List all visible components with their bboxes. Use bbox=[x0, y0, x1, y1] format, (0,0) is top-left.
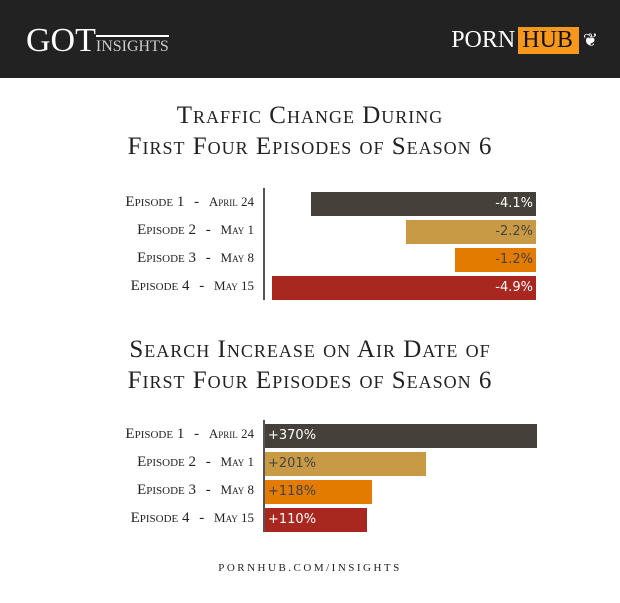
axis-line bbox=[263, 188, 265, 300]
date-label: May 1 bbox=[220, 222, 254, 237]
separator: - bbox=[195, 510, 209, 526]
category-label: Episode 3 - May 8 bbox=[137, 250, 254, 267]
title-line: Traffic Change During bbox=[176, 102, 444, 129]
separator: - bbox=[195, 278, 209, 294]
axis-line bbox=[263, 420, 265, 532]
episode-label: Episode 4 bbox=[130, 510, 190, 526]
bar: +118% bbox=[265, 480, 373, 504]
bar-row: Episode 2 - May 1 -2.2% bbox=[0, 220, 620, 244]
category-label: Episode 3 - May 8 bbox=[137, 482, 254, 499]
episode-label: Episode 3 bbox=[137, 250, 197, 266]
bar-row: Episode 4 - May 15 +110% bbox=[0, 508, 620, 532]
separator: - bbox=[202, 250, 215, 266]
traffic-change-chart: Episode 1 - April 24 -4.1% Episode 2 - May… bbox=[0, 188, 620, 300]
title-line: Search Increase on Air Date of bbox=[129, 336, 491, 363]
category-label: Episode 4 - May 15 bbox=[131, 510, 254, 527]
bar: -4.9% bbox=[271, 276, 536, 300]
logo-sub: INSIGHTS bbox=[95, 35, 169, 55]
title-line: First Four Episodes of Season 6 bbox=[127, 367, 493, 394]
category-label: Episode 1 - April 24 bbox=[125, 194, 254, 211]
pornhub-logo: PORN HUB ❦ bbox=[451, 27, 598, 54]
bar: -1.2% bbox=[455, 248, 536, 272]
episode-label: Episode 3 bbox=[137, 482, 197, 498]
episode-label: Episode 2 bbox=[137, 454, 197, 470]
bar-row: Episode 3 - May 8 +118% bbox=[0, 480, 620, 504]
bar-row: Episode 2 - May 1 +201% bbox=[0, 452, 620, 476]
separator: - bbox=[190, 194, 203, 210]
date-label: April 24 bbox=[208, 194, 254, 209]
bar: +370% bbox=[265, 424, 537, 448]
logo-part1: PORN bbox=[451, 27, 516, 53]
category-label: Episode 2 - May 1 bbox=[137, 454, 254, 471]
bar: -4.1% bbox=[311, 192, 536, 216]
bar-row: Episode 4 - May 15 -4.9% bbox=[0, 276, 620, 300]
title-line: First Four Episodes of Season 6 bbox=[127, 133, 493, 160]
category-label: Episode 4 - May 15 bbox=[131, 278, 254, 295]
episode-label: Episode 4 bbox=[130, 278, 190, 294]
date-label: May 15 bbox=[214, 510, 254, 525]
logo-main: GOT bbox=[26, 22, 96, 59]
got-insights-logo: GOTINSIGHTS bbox=[26, 24, 169, 64]
dragon-icon: ❦ bbox=[582, 30, 598, 50]
bar: -2.2% bbox=[405, 220, 536, 244]
separator: - bbox=[202, 222, 215, 238]
bar-row: Episode 1 - April 24 +370% bbox=[0, 424, 620, 448]
date-label: May 15 bbox=[214, 278, 254, 293]
bar: +110% bbox=[265, 508, 367, 532]
date-label: April 24 bbox=[208, 426, 254, 441]
bar: +201% bbox=[265, 452, 427, 476]
footer-url: PORNHUB.COM/INSIGHTS bbox=[218, 562, 402, 574]
separator: - bbox=[202, 482, 215, 498]
date-label: May 8 bbox=[220, 250, 254, 265]
header: GOTINSIGHTS PORN HUB ❦ bbox=[0, 0, 620, 78]
date-label: May 8 bbox=[220, 482, 254, 497]
bar-row: Episode 1 - April 24 -4.1% bbox=[0, 192, 620, 216]
episode-label: Episode 2 bbox=[137, 222, 197, 238]
date-label: May 1 bbox=[220, 454, 254, 469]
category-label: Episode 1 - April 24 bbox=[125, 426, 254, 443]
search-increase-chart: Episode 1 - April 24 +370% Episode 2 - May… bbox=[0, 420, 620, 532]
category-label: Episode 2 - May 1 bbox=[137, 222, 254, 239]
separator: - bbox=[202, 454, 215, 470]
bar-row: Episode 3 - May 8 -1.2% bbox=[0, 248, 620, 272]
logo-part2: HUB bbox=[518, 27, 579, 54]
episode-label: Episode 1 bbox=[125, 426, 185, 442]
chart2-title: Search Increase on Air Date of First Fou… bbox=[0, 334, 620, 396]
separator: - bbox=[190, 426, 203, 442]
chart1-title: Traffic Change During First Four Episode… bbox=[0, 100, 620, 162]
episode-label: Episode 1 bbox=[125, 194, 185, 210]
